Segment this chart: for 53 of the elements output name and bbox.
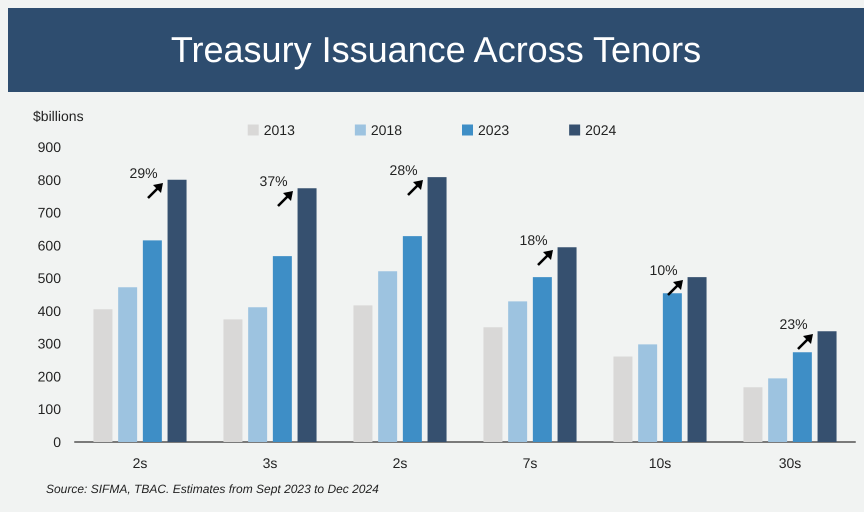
bar bbox=[248, 307, 268, 442]
bar bbox=[743, 387, 762, 442]
legend-label: 2023 bbox=[478, 122, 510, 138]
bar bbox=[378, 271, 398, 442]
annotation: 29% bbox=[130, 164, 158, 181]
bar bbox=[508, 301, 528, 442]
chart-title: Treasury Issuance Across Tenors bbox=[8, 8, 864, 92]
y-tick-label: 800 bbox=[38, 172, 62, 188]
bar bbox=[142, 240, 162, 442]
legend-label: 2024 bbox=[585, 122, 617, 138]
annotation: 37% bbox=[260, 173, 288, 190]
x-tick-label: 3s bbox=[262, 455, 278, 471]
bar bbox=[93, 309, 112, 442]
y-tick-label: 400 bbox=[38, 302, 62, 319]
bar bbox=[272, 256, 292, 442]
bar bbox=[638, 344, 658, 442]
bar bbox=[483, 327, 502, 442]
bar bbox=[558, 247, 577, 442]
bar bbox=[818, 331, 837, 442]
y-tick-label: 100 bbox=[38, 401, 62, 418]
x-tick-label: 30s bbox=[778, 455, 802, 471]
annotation: 23% bbox=[780, 316, 808, 332]
bar bbox=[532, 277, 552, 442]
bar bbox=[688, 277, 707, 442]
annotation: 18% bbox=[520, 232, 548, 248]
bar bbox=[768, 378, 788, 442]
y-tick-label: 900 bbox=[38, 139, 62, 155]
annotation: 10% bbox=[650, 262, 678, 278]
source-note: Source: SIFMA, TBAC. Estimates from Sept 2023 to Dec 2024 bbox=[46, 482, 379, 496]
bar bbox=[792, 352, 812, 442]
bar bbox=[223, 319, 242, 442]
bar bbox=[662, 293, 682, 442]
y-tick-label: 600 bbox=[38, 237, 62, 254]
x-tick-label: 2s bbox=[132, 455, 148, 471]
bar bbox=[402, 236, 422, 442]
bar bbox=[118, 287, 138, 442]
y-axis-title: $billions bbox=[33, 108, 84, 124]
bar bbox=[168, 180, 187, 442]
y-tick-label: 500 bbox=[38, 270, 62, 286]
bar bbox=[298, 188, 317, 442]
bar bbox=[613, 356, 632, 442]
legend-label: 2013 bbox=[264, 122, 296, 138]
y-tick-label: 200 bbox=[38, 368, 62, 384]
x-tick-label: 7s bbox=[522, 455, 538, 471]
y-tick-label: 0 bbox=[53, 434, 62, 450]
x-tick-label: 2s bbox=[392, 455, 408, 471]
bar bbox=[353, 305, 372, 442]
x-tick-label: 10s bbox=[648, 455, 672, 471]
annotation: 28% bbox=[390, 162, 418, 178]
y-tick-label: 300 bbox=[38, 336, 62, 352]
legend-label: 2018 bbox=[370, 122, 402, 138]
y-tick-label: 700 bbox=[38, 204, 62, 221]
bar bbox=[428, 177, 447, 442]
